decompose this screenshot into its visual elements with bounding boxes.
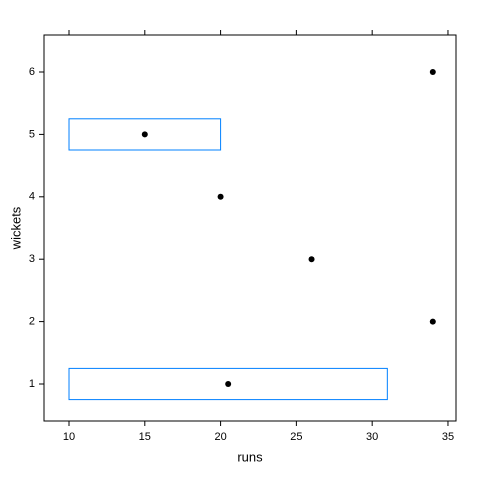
x-tick-label: 10 [63, 431, 75, 443]
median-dot [308, 256, 315, 263]
x-tick-label: 15 [139, 431, 151, 443]
median-dot [225, 381, 232, 387]
median-dot [141, 131, 148, 138]
x-axis-label: runs [237, 449, 263, 464]
panel-border [43, 34, 457, 422]
y-tick-label: 4 [29, 191, 35, 203]
y-axis-label: wickets [8, 206, 23, 250]
x-tick-label: 35 [442, 431, 454, 443]
y-tick-label: 5 [29, 128, 35, 140]
box [68, 367, 388, 401]
median-dot [429, 69, 436, 75]
median-dot [217, 193, 224, 200]
y-tick-label: 1 [29, 378, 35, 390]
y-tick-label: 3 [29, 253, 35, 265]
x-tick-label: 30 [366, 431, 378, 443]
x-tick-label: 20 [214, 431, 226, 443]
median-dot [429, 318, 436, 325]
x-tick-label: 25 [290, 431, 302, 443]
y-tick-label: 6 [29, 66, 35, 78]
y-tick-label: 2 [29, 316, 35, 328]
box [68, 118, 222, 151]
